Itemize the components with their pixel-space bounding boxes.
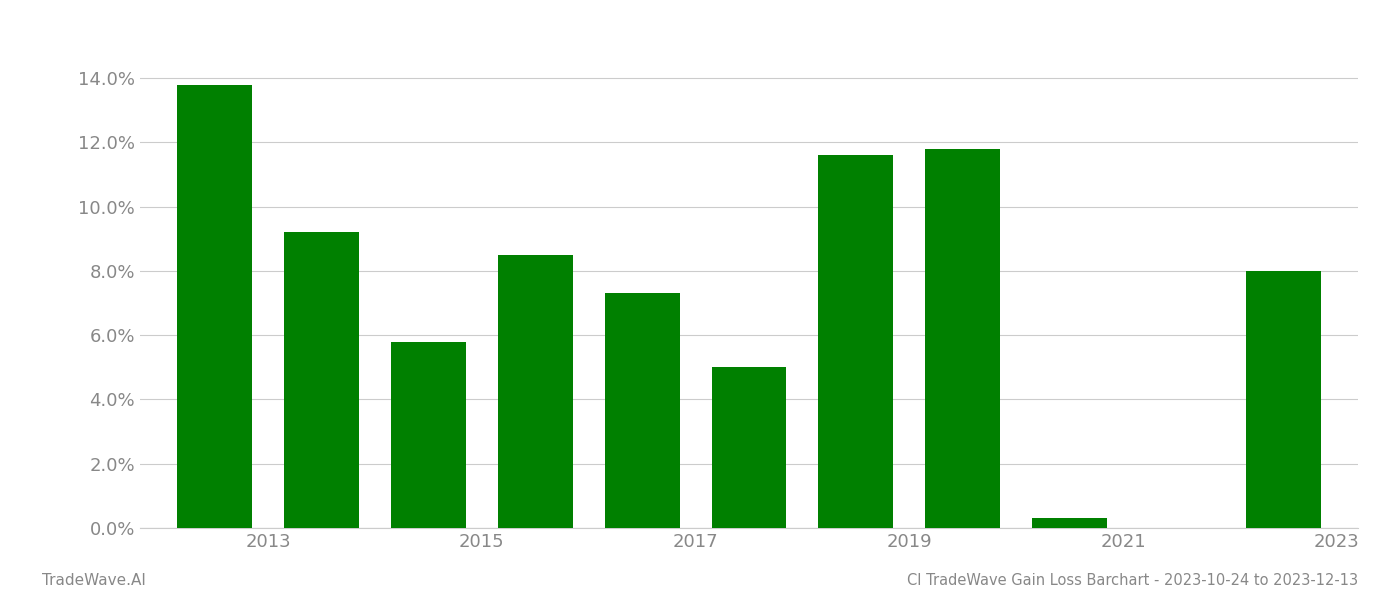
Bar (1032, 518, 1107, 528)
Bar (284, 232, 358, 528)
Bar (391, 341, 466, 528)
Text: CI TradeWave Gain Loss Barchart - 2023-10-24 to 2023-12-13: CI TradeWave Gain Loss Barchart - 2023-1… (907, 573, 1358, 588)
Bar (498, 255, 573, 528)
Bar (711, 367, 787, 528)
Bar (605, 293, 679, 528)
Bar (925, 149, 1000, 528)
Bar (819, 155, 893, 528)
Text: TradeWave.AI: TradeWave.AI (42, 573, 146, 588)
Bar (1246, 271, 1320, 528)
Bar (178, 85, 252, 528)
